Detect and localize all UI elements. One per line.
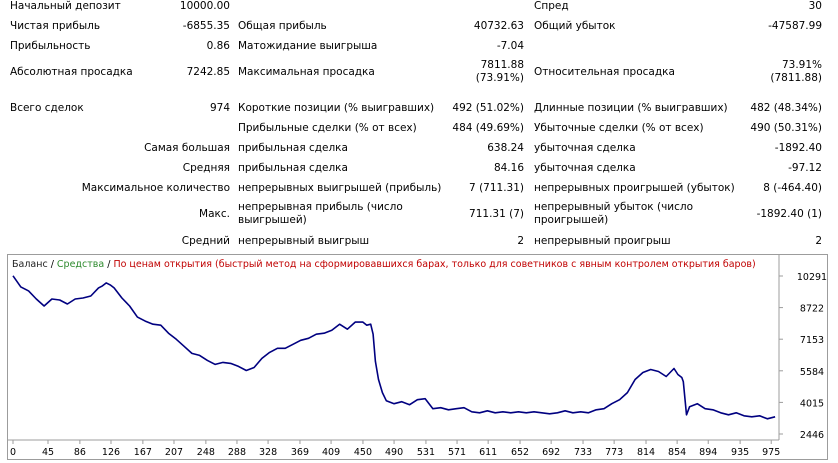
total-trades-value: 974 (209, 102, 230, 114)
max-amount-loss-value: -1892.40 (1) (756, 208, 822, 220)
x-tick-label: 571 (448, 447, 466, 458)
x-tick-label: 652 (511, 447, 529, 458)
y-tick-label: 8722 (800, 304, 824, 315)
x-tick-label: 126 (102, 447, 120, 458)
max-consecutive-win-label: непрерывных выигрышей (прибыль) (238, 182, 442, 194)
max-drawdown-value-line2: (73.91%) (475, 72, 524, 84)
largest-loss-label: убыточная сделка (534, 142, 636, 154)
series-line-balance (12, 275, 776, 420)
total-trades-label: Всего сделок (10, 102, 84, 114)
initial-deposit-label: Начальный депозит (10, 0, 121, 12)
profit-trades-label: Прибыльные сделки (% от всех) (238, 122, 417, 134)
x-tick-label: 288 (228, 447, 246, 458)
expected-payoff-label: Матожидание выигрыша (238, 40, 378, 52)
x-tick-label: 692 (542, 447, 560, 458)
avg-consecutive-label: Средний (181, 235, 230, 247)
initial-deposit-value: 10000.00 (179, 0, 230, 12)
max-amount-loss-label: непрерывный убыток (число проигрышей) (534, 201, 694, 226)
rel-drawdown-value-line1: 73.91% (781, 59, 822, 71)
max-drawdown-value-line1: 7811.88 (480, 59, 524, 71)
x-tick-label: 814 (637, 447, 655, 458)
loss-trades-label: Убыточные сделки (% от всех) (534, 122, 704, 134)
x-tick-label: 854 (668, 447, 686, 458)
x-tick-label: 490 (385, 447, 403, 458)
max-consecutive-label: Максимальное количество (81, 182, 230, 194)
legend-balance: Баланс (12, 259, 48, 270)
legend-equity: Средства (56, 259, 105, 270)
y-tick-label: 4015 (800, 398, 824, 409)
abs-drawdown-value: 7242.85 (186, 66, 230, 78)
average-loss-value: -97.12 (788, 162, 822, 174)
max-consecutive-loss-value: 8 (-464.40) (763, 182, 822, 194)
avg-consecutive-loss-value: 2 (815, 235, 822, 247)
x-tick-label: 773 (605, 447, 623, 458)
x-tick-label: 450 (354, 447, 372, 458)
gross-profit-value: 40732.63 (473, 20, 524, 32)
x-tick-label: 975 (762, 447, 780, 458)
x-tick-label: 167 (134, 447, 152, 458)
long-positions-value: 482 (48.34%) (750, 102, 822, 114)
avg-consecutive-win-value: 2 (517, 235, 524, 247)
abs-drawdown-label: Абсолютная просадка (10, 66, 133, 78)
x-tick-label: 207 (165, 447, 183, 458)
net-profit-label: Чистая прибыль (10, 20, 101, 32)
x-tick-label: 531 (417, 447, 435, 458)
x-tick-label: 248 (197, 447, 215, 458)
average-label: Средняя (182, 162, 230, 174)
balance-chart-svg: 10291 8722 7153 5584 4015 2446 0 45 86 126 167 207 2… (8, 255, 827, 458)
profit-trades-value: 484 (49.69%) (452, 122, 524, 134)
spread-value: 30 (808, 0, 822, 12)
profit-factor-label: Прибыльность (10, 40, 91, 52)
y-tick-label: 10291 (797, 272, 827, 283)
short-positions-label: Короткие позиции (% выигравших) (238, 102, 435, 114)
spread-label: Спред (534, 0, 569, 12)
largest-label: Самая большая (144, 142, 230, 154)
short-positions-value: 492 (51.02%) (452, 102, 524, 114)
gross-loss-label: Общий убыток (534, 20, 616, 32)
y-tick-label: 2446 (800, 430, 824, 441)
expected-payoff-value: -7.04 (496, 40, 524, 52)
max-amount-label: Макс. (199, 208, 230, 220)
largest-profit-value: 638.24 (487, 142, 524, 154)
gross-profit-label: Общая прибыль (238, 20, 327, 32)
y-tick-label: 7153 (800, 335, 824, 346)
rel-drawdown-value-line2: (7811.88) (770, 72, 822, 84)
long-positions-label: Длинные позиции (% выигравших) (534, 102, 728, 114)
x-tick-label: 935 (731, 447, 749, 458)
x-tick-label: 733 (574, 447, 592, 458)
max-amount-win-value: 711.31 (7) (469, 208, 524, 220)
avg-consecutive-win-label: непрерывный выигрыш (238, 235, 370, 247)
max-amount-win-label: непрерывная прибыль (число выигрышей) (238, 201, 403, 226)
x-tick-label: 409 (322, 447, 340, 458)
y-tick-label: 5584 (800, 367, 824, 378)
net-profit-value: -6855.35 (182, 20, 230, 32)
profit-factor-value: 0.86 (206, 40, 230, 52)
x-tick-label: 328 (259, 447, 277, 458)
chart-legend: Баланс / Средства / По ценам открытия (б… (12, 259, 756, 270)
x-tick-label: 611 (479, 447, 497, 458)
x-tick-label: 369 (291, 447, 309, 458)
largest-loss-value: -1892.40 (774, 142, 822, 154)
average-profit-label: прибыльная сделка (238, 162, 348, 174)
x-tick-label: 45 (42, 447, 54, 458)
gross-loss-value: -47587.99 (768, 20, 822, 32)
x-tick-label: 0 (10, 447, 16, 458)
max-drawdown-label: Максимальная просадка (238, 66, 375, 78)
max-consecutive-loss-label: непрерывных проигрышей (убыток) (534, 182, 735, 194)
rel-drawdown-label: Относительная просадка (534, 66, 675, 78)
average-loss-label: убыточная сделка (534, 162, 636, 174)
largest-profit-label: прибыльная сделка (238, 142, 348, 154)
legend-model-note: По ценам открытия (быстрый метод на сфор… (113, 259, 756, 270)
balance-chart: 10291 8722 7153 5584 4015 2446 0 45 86 126 167 207 2… (7, 254, 828, 460)
max-consecutive-win-value: 7 (711.31) (469, 182, 524, 194)
loss-trades-value: 490 (50.31%) (750, 122, 822, 134)
x-tick-label: 894 (699, 447, 717, 458)
x-tick-label: 86 (74, 447, 86, 458)
average-profit-value: 84.16 (493, 162, 524, 174)
avg-consecutive-loss-label: непрерывный проигрыш (534, 235, 671, 247)
